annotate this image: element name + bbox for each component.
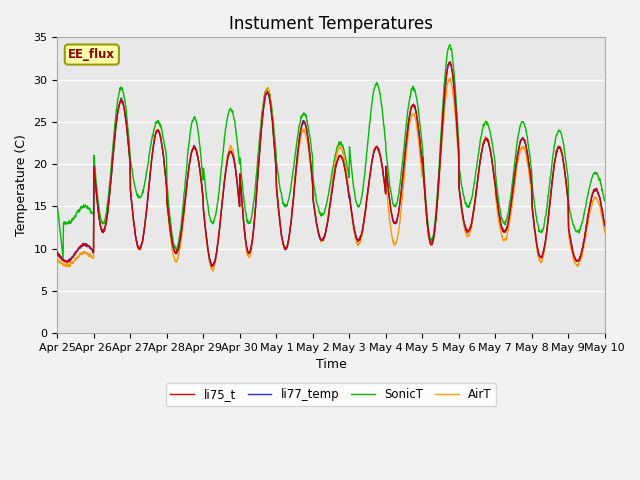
li77_temp [162,176,170,182]
SonicT [237,163,244,168]
li75_t [54,249,61,255]
Line: li77_temp: li77_temp [58,62,605,266]
SonicT [417,123,424,129]
li77_temp [601,223,609,229]
Y-axis label: Temperature (C): Temperature (C) [15,134,28,236]
li77_temp [237,182,244,188]
Line: AirT: AirT [58,78,605,271]
li75_t [237,182,244,188]
li75_t [208,264,216,270]
li77_temp [175,243,183,249]
SonicT [175,234,183,240]
li77_temp [207,263,215,269]
li75_t [417,142,424,147]
Line: SonicT: SonicT [58,45,605,258]
AirT [162,176,170,181]
SonicT [536,229,544,235]
li75_t [175,243,183,249]
SonicT [601,198,609,204]
SonicT [54,204,61,209]
AirT [417,154,424,160]
SonicT [446,42,454,48]
AirT [447,75,454,81]
li75_t [536,255,544,261]
Title: Instument Temperatures: Instument Temperatures [229,15,433,33]
li75_t [601,222,609,228]
SonicT [163,153,170,158]
li77_temp [446,59,454,65]
li77_temp [536,254,544,260]
li77_temp [488,158,496,164]
X-axis label: Time: Time [316,359,346,372]
AirT [54,256,61,262]
Line: li75_t: li75_t [58,62,605,267]
li77_temp [54,250,61,256]
AirT [488,161,496,167]
li75_t [162,176,170,181]
AirT [175,250,183,256]
SonicT [60,255,67,261]
li77_temp [417,140,424,145]
AirT [209,268,217,274]
AirT [237,182,244,188]
Legend: li75_t, li77_temp, SonicT, AirT: li75_t, li77_temp, SonicT, AirT [166,384,497,406]
Text: EE_flux: EE_flux [68,48,115,61]
AirT [536,259,544,264]
SonicT [488,140,496,146]
li75_t [488,159,496,165]
AirT [601,229,609,235]
li75_t [446,59,454,65]
